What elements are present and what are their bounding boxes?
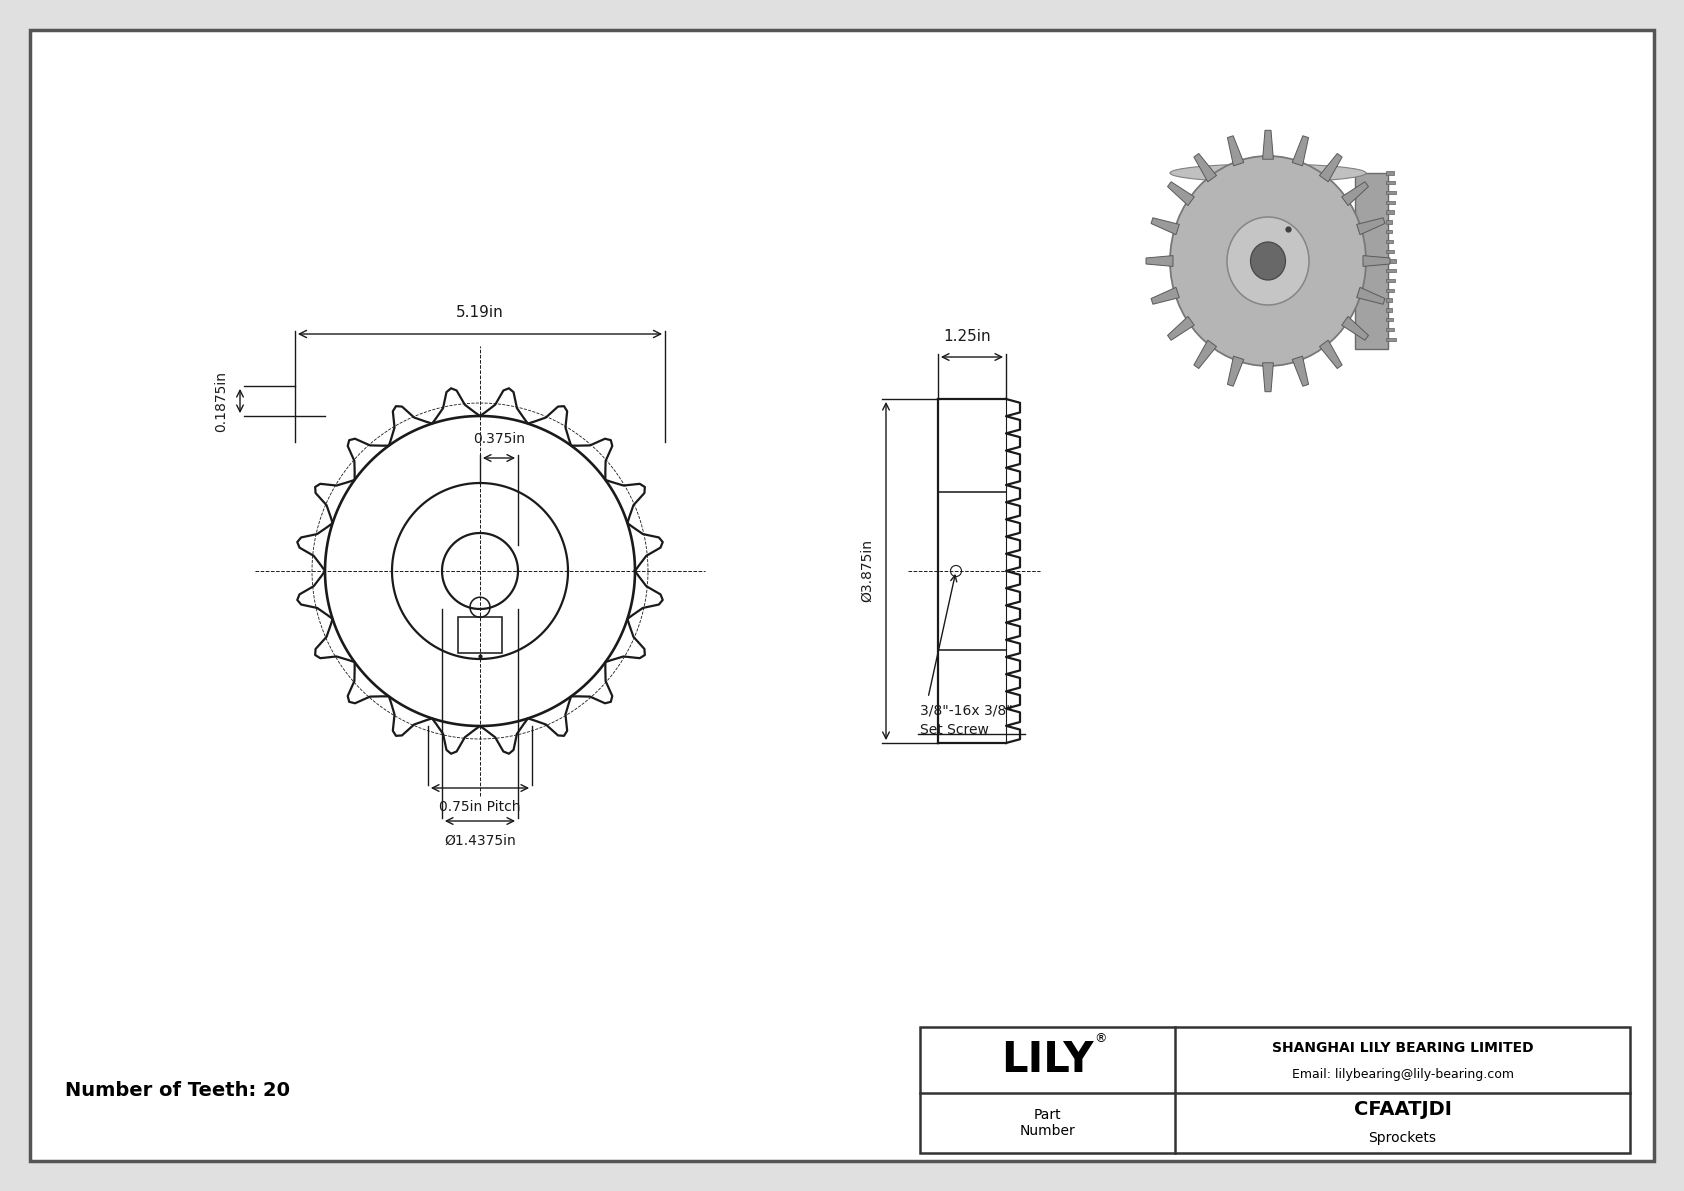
Bar — [1386, 318, 1393, 322]
Text: Ø3.875in: Ø3.875in — [861, 540, 874, 603]
Polygon shape — [1167, 317, 1194, 341]
Text: Number of Teeth: 20: Number of Teeth: 20 — [66, 1081, 290, 1100]
Text: 5.19in: 5.19in — [456, 305, 504, 320]
Bar — [1386, 249, 1394, 252]
Polygon shape — [1320, 154, 1342, 182]
Polygon shape — [1167, 182, 1194, 206]
Polygon shape — [1194, 341, 1216, 368]
Polygon shape — [1152, 287, 1179, 304]
Bar — [1386, 191, 1396, 194]
Polygon shape — [1342, 317, 1369, 341]
Bar — [1386, 328, 1394, 331]
Text: 1.25in: 1.25in — [943, 329, 990, 344]
Bar — [1386, 299, 1393, 301]
Bar — [1386, 337, 1396, 341]
Polygon shape — [1194, 154, 1216, 182]
Text: Sprockets: Sprockets — [1369, 1131, 1436, 1145]
Text: Part
Number: Part Number — [1019, 1108, 1076, 1139]
Polygon shape — [1356, 173, 1388, 349]
Bar — [1386, 308, 1393, 312]
Bar — [1386, 288, 1394, 292]
Text: 0.1875in: 0.1875in — [214, 370, 227, 431]
Ellipse shape — [1228, 217, 1308, 305]
Text: SHANGHAI LILY BEARING LIMITED: SHANGHAI LILY BEARING LIMITED — [1271, 1041, 1534, 1055]
Polygon shape — [1357, 218, 1384, 235]
Bar — [1386, 279, 1394, 282]
Bar — [458, 617, 502, 653]
Polygon shape — [1228, 136, 1244, 166]
Polygon shape — [1320, 341, 1342, 368]
Ellipse shape — [1170, 164, 1366, 182]
Bar — [1386, 181, 1396, 185]
Text: CFAATJDI: CFAATJDI — [1354, 1100, 1452, 1120]
Text: 0.375in: 0.375in — [473, 432, 525, 445]
Ellipse shape — [1170, 156, 1366, 366]
Text: Ø1.4375in: Ø1.4375in — [445, 834, 515, 848]
Bar — [1386, 220, 1393, 224]
Polygon shape — [1362, 256, 1389, 267]
Bar — [1386, 269, 1396, 273]
Polygon shape — [1342, 182, 1369, 206]
Bar — [1386, 200, 1396, 204]
Polygon shape — [1292, 136, 1308, 166]
Bar — [1386, 239, 1393, 243]
Text: Set Screw: Set Screw — [919, 723, 989, 737]
Polygon shape — [1228, 356, 1244, 386]
Text: ®: ® — [1095, 1033, 1106, 1046]
Bar — [919, 1027, 1630, 1153]
Polygon shape — [1263, 363, 1273, 392]
Text: 3/8"-16x 3/8": 3/8"-16x 3/8" — [919, 704, 1012, 718]
Bar — [1386, 172, 1394, 175]
Text: Email: lilybearing@lily-bearing.com: Email: lilybearing@lily-bearing.com — [1292, 1068, 1514, 1081]
Bar — [1386, 211, 1394, 214]
Bar — [1386, 260, 1396, 263]
Text: LILY: LILY — [1002, 1039, 1093, 1081]
Polygon shape — [1263, 130, 1273, 160]
Polygon shape — [1292, 356, 1308, 386]
Polygon shape — [1357, 287, 1384, 304]
Bar — [1386, 230, 1393, 233]
Ellipse shape — [1251, 242, 1285, 280]
Text: 0.75in Pitch: 0.75in Pitch — [440, 800, 520, 813]
Polygon shape — [1152, 218, 1179, 235]
Polygon shape — [1147, 256, 1174, 267]
